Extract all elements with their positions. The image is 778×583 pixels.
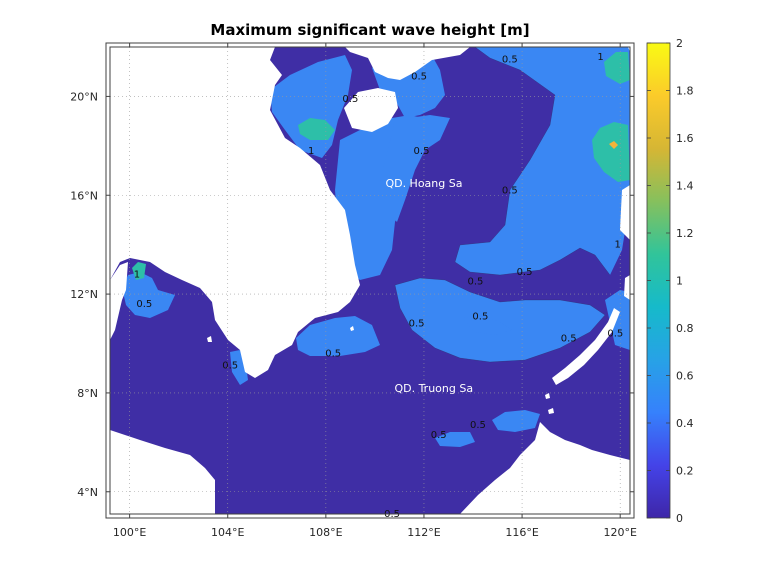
contour-label: 1 [615,240,621,251]
contour-label: 0.5 [517,267,533,278]
wave-zone-central-east [395,278,605,362]
x-tick-label: 116°E [505,526,538,539]
wave-zone-ne-top [604,52,630,84]
frame-ticks [106,43,634,518]
y-axis-ticks: 4°N 8°N 12°N 16°N 20°N [70,90,98,498]
contour-label: 0.5 [607,329,623,340]
colorbar: 0 0.2 0.4 0.6 0.8 1 1.2 1.4 1.6 1.8 2 [646,37,694,525]
colorbar-tick-label: 1 [676,275,683,288]
x-tick-label: 108°E [309,526,342,539]
land-small-island-1 [350,326,354,331]
map-area [110,47,630,514]
y-tick-label: 4°N [77,486,98,499]
wave-zone-south-small [435,432,475,447]
wave-zone-east-edge [605,290,630,350]
colorbar-tick-label: 1.8 [676,85,694,98]
colorbar-tick-label: 2 [676,37,683,50]
contour-label: 0.5 [470,420,486,431]
colorbar-tick-label: 0.4 [676,417,694,430]
colorbar-tick-label: 0 [676,512,683,525]
contour-label: 0.5 [342,94,358,105]
wave-zone-south-east [492,410,540,432]
contour-label: 0.5 [431,430,447,441]
y-tick-label: 16°N [70,189,98,202]
contour-label: 0.5 [325,348,341,359]
wave-peak-spot [609,141,618,149]
contour-label: 0.5 [561,334,577,345]
place-label: QD. Hoang Sa [385,177,462,190]
map-frame-inner [109,46,631,515]
x-tick-label: 104°E [211,526,244,539]
colorbar-tick-label: 0.2 [676,465,694,478]
contour-label: 0.5 [136,299,152,310]
wave-zone-north-east [455,47,630,275]
x-tick-label: 112°E [407,526,440,539]
contour-label: 0.5 [222,361,238,372]
contour-label: 0.5 [409,319,425,330]
land-small-island-4 [545,393,550,399]
land-small-island-2 [207,336,212,342]
map-grid [110,47,630,514]
contour-label: 0.5 [472,311,488,322]
wave-zone-thai-peak [132,262,146,280]
contour-label: 0.5 [468,277,484,288]
zone-above-1 [132,52,630,280]
contour-labels: 0.5 0.5 0.5 1 1 0.5 0.5 0.5 0.5 0.5 0.5 0.5 0.5 0.5 0.… [134,52,623,520]
contour-lines [394,47,611,363]
y-tick-label: 8°N [77,387,98,400]
colorbar-tick-label: 1.4 [676,180,694,193]
contour-label: 1 [134,269,140,280]
contour-label: 0.5 [502,185,518,196]
contour-label: 0.5 [502,54,518,65]
land-thailand-coast [110,262,128,340]
wave-zone-thailand-gulf [122,272,175,318]
y-tick-label: 12°N [70,288,98,301]
contour-line-1 [454,47,611,276]
map-frame [105,42,635,519]
x-axis-ticks: 100°E 104°E 108°E 112°E 116°E 120°E [113,526,637,539]
contour-label: 1 [308,146,314,157]
land-china-south [345,47,470,80]
colorbar-tick-label: 1.2 [676,227,694,240]
land-indochina [110,47,360,378]
wave-zone-south-west [296,316,380,356]
place-annotations: QD. Hoang Sa QD. Truong Sa [385,177,473,395]
y-tick-label: 20°N [70,90,98,103]
land-philippines-b [624,275,630,300]
contour-label: 0.5 [414,146,430,157]
wave-zone-central-hoangsa [380,115,450,222]
colorbar-tick-label: 0.6 [676,370,694,383]
land-borneo [460,422,630,514]
wave-zone-central-east-notch [462,315,512,335]
land [110,47,630,514]
land-hainan [344,88,398,132]
land-malay-south [110,430,215,514]
land-philippines [620,185,630,240]
x-tick-label: 120°E [603,526,636,539]
contour-label: 0.5 [411,72,427,83]
contour-line-2 [394,277,606,363]
contour-label: 1 [597,52,603,63]
map-frame-outer [105,42,635,519]
colorbar-ticks: 0 0.2 0.4 0.6 0.8 1 1.2 1.4 1.6 1.8 2 [647,37,694,525]
x-tick-label: 100°E [113,526,146,539]
place-label: QD. Truong Sa [394,382,473,395]
colorbar-tick-label: 1.6 [676,132,694,145]
chart-title: Maximum significant wave height [m] [210,21,529,39]
wave-zone-ne-luzon [592,122,630,182]
land-palawan [552,308,620,385]
colorbar-tick-label: 0.8 [676,322,694,335]
land-small-island-3 [548,408,554,414]
